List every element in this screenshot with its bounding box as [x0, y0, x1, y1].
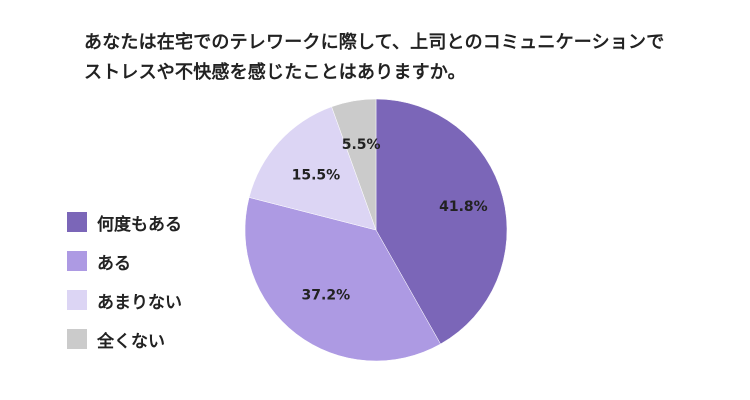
legend-item-amarinai: あまりない: [67, 288, 182, 313]
pie-slice-nandomoaru: [375, 98, 508, 345]
legend-label-amarinai: あまりない: [97, 292, 182, 313]
chart-title-line-2: ストレスや不快感を感じたことはありますか。: [84, 62, 466, 83]
legend-label-nandomoaru: 何度もある: [97, 214, 182, 235]
data-label-amarinai: 15.5%: [292, 167, 341, 183]
chart-title: あなたは在宅でのテレワークに際して、上司とのコミュニケーションで ストレスや不快…: [84, 28, 724, 88]
legend-label-aru: ある: [97, 253, 131, 274]
pie-slice-amarinai: [248, 106, 377, 231]
legend-swatch-mattakunai: [67, 329, 87, 349]
legend-item-aru: ある: [67, 249, 182, 274]
data-label-nandomoaru: 41.8%: [439, 199, 488, 215]
legend-swatch-aru: [67, 251, 87, 271]
legend: 何度もある ある あまりない 全くない: [67, 210, 182, 366]
pie-slice-mattakunai: [331, 98, 377, 231]
legend-swatch-nandomoaru: [67, 212, 87, 232]
chart-title-line-1: あなたは在宅でのテレワークに際して、上司とのコミュニケーションで: [84, 32, 665, 53]
legend-swatch-amarinai: [67, 290, 87, 310]
legend-label-mattakunai: 全くない: [97, 331, 165, 352]
legend-item-nandomoaru: 何度もある: [67, 210, 182, 235]
data-label-mattakunai: 5.5%: [342, 137, 381, 153]
pie-slice-aru: [244, 197, 441, 362]
legend-item-mattakunai: 全くない: [67, 327, 182, 352]
data-label-aru: 37.2%: [302, 288, 351, 304]
